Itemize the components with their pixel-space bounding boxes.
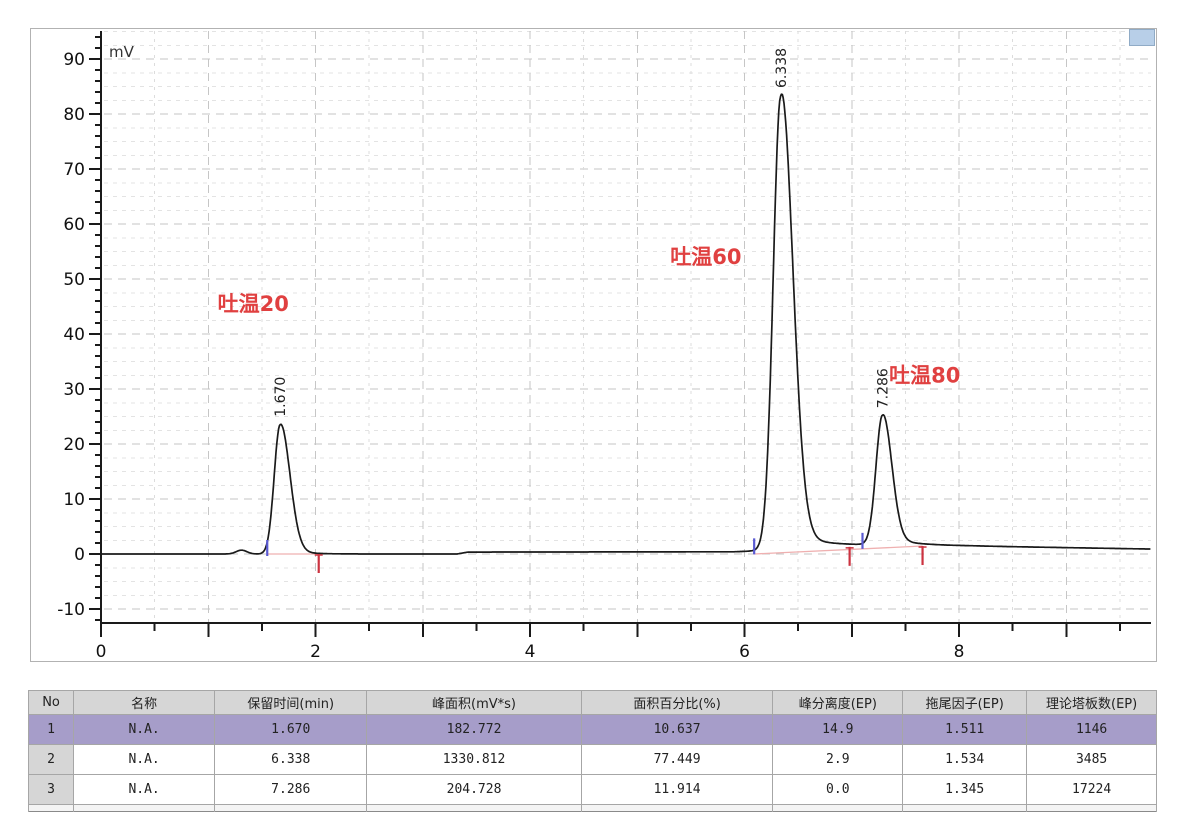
column-header: 拖尾因子(EP) <box>902 690 1028 715</box>
column-header: 峰面积(mV*s) <box>366 690 582 715</box>
table-cell[interactable]: 17224 <box>1026 774 1157 805</box>
table-header-row: No 名称 保留时间(min) 峰面积(mV*s) 面积百分比(%) 峰分离度(EP) 拖尾… <box>27 690 1157 715</box>
compound-annotation: 吐温80 <box>889 363 960 387</box>
empty-cell <box>366 804 582 812</box>
table-cell[interactable]: 1.534 <box>902 744 1028 775</box>
table-cell[interactable]: 1.511 <box>902 714 1028 745</box>
table-cell[interactable]: 14.9 <box>772 714 904 745</box>
y-tick-label: 20 <box>63 435 85 455</box>
x-tick-label: 0 <box>96 642 107 659</box>
y-tick-label: 70 <box>63 160 85 180</box>
table-cell[interactable]: 0.0 <box>772 774 904 805</box>
compound-annotation: 吐温20 <box>218 292 289 316</box>
y-tick-label: 80 <box>63 105 85 125</box>
y-tick-label: 60 <box>63 215 85 235</box>
y-tick-label: -10 <box>57 600 85 620</box>
signal-curve <box>101 93 1151 555</box>
table-cell[interactable]: 10.637 <box>580 714 774 745</box>
table-cell[interactable]: N.A. <box>73 774 216 805</box>
chromatogram-panel: -10 0 10 20 30 40 50 60 70 80 90 0 2 4 6 8 mV 1.670 6.338 7… <box>30 28 1157 662</box>
table-cell[interactable]: 2.9 <box>772 744 904 775</box>
scrollbar-thumb[interactable] <box>1129 29 1155 46</box>
table-cell[interactable]: 204.728 <box>366 774 582 805</box>
y-tick-label: 0 <box>74 545 85 565</box>
table-cell[interactable]: 1330.812 <box>366 744 582 775</box>
table-cell[interactable]: 182.772 <box>366 714 582 745</box>
y-tick-label: 40 <box>63 325 85 345</box>
y-tick-label: 90 <box>63 50 85 70</box>
empty-cell <box>73 804 216 812</box>
peak-rt-label: 6.338 <box>774 48 790 88</box>
empty-cell <box>902 804 1028 812</box>
table-cell[interactable]: 11.914 <box>580 774 774 805</box>
y-tick-label: 50 <box>63 270 85 290</box>
table-row[interactable]: 2 N.A. 6.338 1330.812 77.449 2.9 1.534 3485 <box>27 744 1157 775</box>
empty-cell <box>1026 804 1157 812</box>
table-cell[interactable]: 1.670 <box>214 714 368 745</box>
y-axis-unit-label: mV <box>109 43 135 61</box>
table-cell[interactable]: N.A. <box>73 714 216 745</box>
x-tick-label: 2 <box>310 642 321 659</box>
table-cell[interactable]: 7.286 <box>214 774 368 805</box>
row-number-cell[interactable]: 2 <box>27 744 75 775</box>
x-tick-label: 6 <box>739 642 750 659</box>
column-header: 理论塔板数(EP) <box>1026 690 1157 715</box>
peak-rt-label: 1.670 <box>273 377 289 417</box>
axes <box>89 31 1151 637</box>
axis-labels: -10 0 10 20 30 40 50 60 70 80 90 0 2 4 6 8 mV <box>57 43 964 659</box>
x-tick-label: 8 <box>954 642 965 659</box>
empty-cell <box>772 804 904 812</box>
grid <box>104 31 1151 624</box>
row-number-cell[interactable]: 3 <box>27 774 75 805</box>
y-tick-label: 10 <box>63 490 85 510</box>
table-cell[interactable]: N.A. <box>73 744 216 775</box>
column-header: 名称 <box>73 690 216 715</box>
row-number-cell[interactable]: 1 <box>27 714 75 745</box>
peak-markers <box>266 532 927 573</box>
table-cell[interactable]: 3485 <box>1026 744 1157 775</box>
compound-annotation: 吐温60 <box>670 245 741 269</box>
empty-cell <box>580 804 774 812</box>
table-row[interactable]: 3 N.A. 7.286 204.728 11.914 0.0 1.345 17224 <box>27 774 1157 805</box>
column-header: 峰分离度(EP) <box>772 690 904 715</box>
table-row[interactable]: 1 N.A. 1.670 182.772 10.637 14.9 1.511 1146 <box>27 714 1157 745</box>
peak-rt-label: 7.286 <box>875 368 891 408</box>
column-header: No <box>27 690 75 715</box>
integration-baselines <box>267 545 923 555</box>
empty-cell <box>27 804 75 812</box>
column-header: 保留时间(min) <box>214 690 368 715</box>
empty-cell <box>214 804 368 812</box>
chromatogram-plot[interactable]: -10 0 10 20 30 40 50 60 70 80 90 0 2 4 6 8 mV 1.670 6.338 7… <box>31 29 1154 659</box>
y-tick-label: 30 <box>63 380 85 400</box>
table-cell[interactable]: 1.345 <box>902 774 1028 805</box>
partial-next-row <box>27 804 1157 812</box>
retention-time-labels: 1.670 6.338 7.286 <box>273 48 891 417</box>
table-cell[interactable]: 6.338 <box>214 744 368 775</box>
compound-annotations: 吐温20 吐温60 吐温80 <box>218 245 961 387</box>
column-header: 面积百分比(%) <box>580 690 774 715</box>
peak-results-table: No 名称 保留时间(min) 峰面积(mV*s) 面积百分比(%) 峰分离度(EP) 拖尾… <box>27 690 1157 812</box>
table-cell[interactable]: 1146 <box>1026 714 1157 745</box>
table-cell[interactable]: 77.449 <box>580 744 774 775</box>
x-tick-label: 4 <box>525 642 536 659</box>
